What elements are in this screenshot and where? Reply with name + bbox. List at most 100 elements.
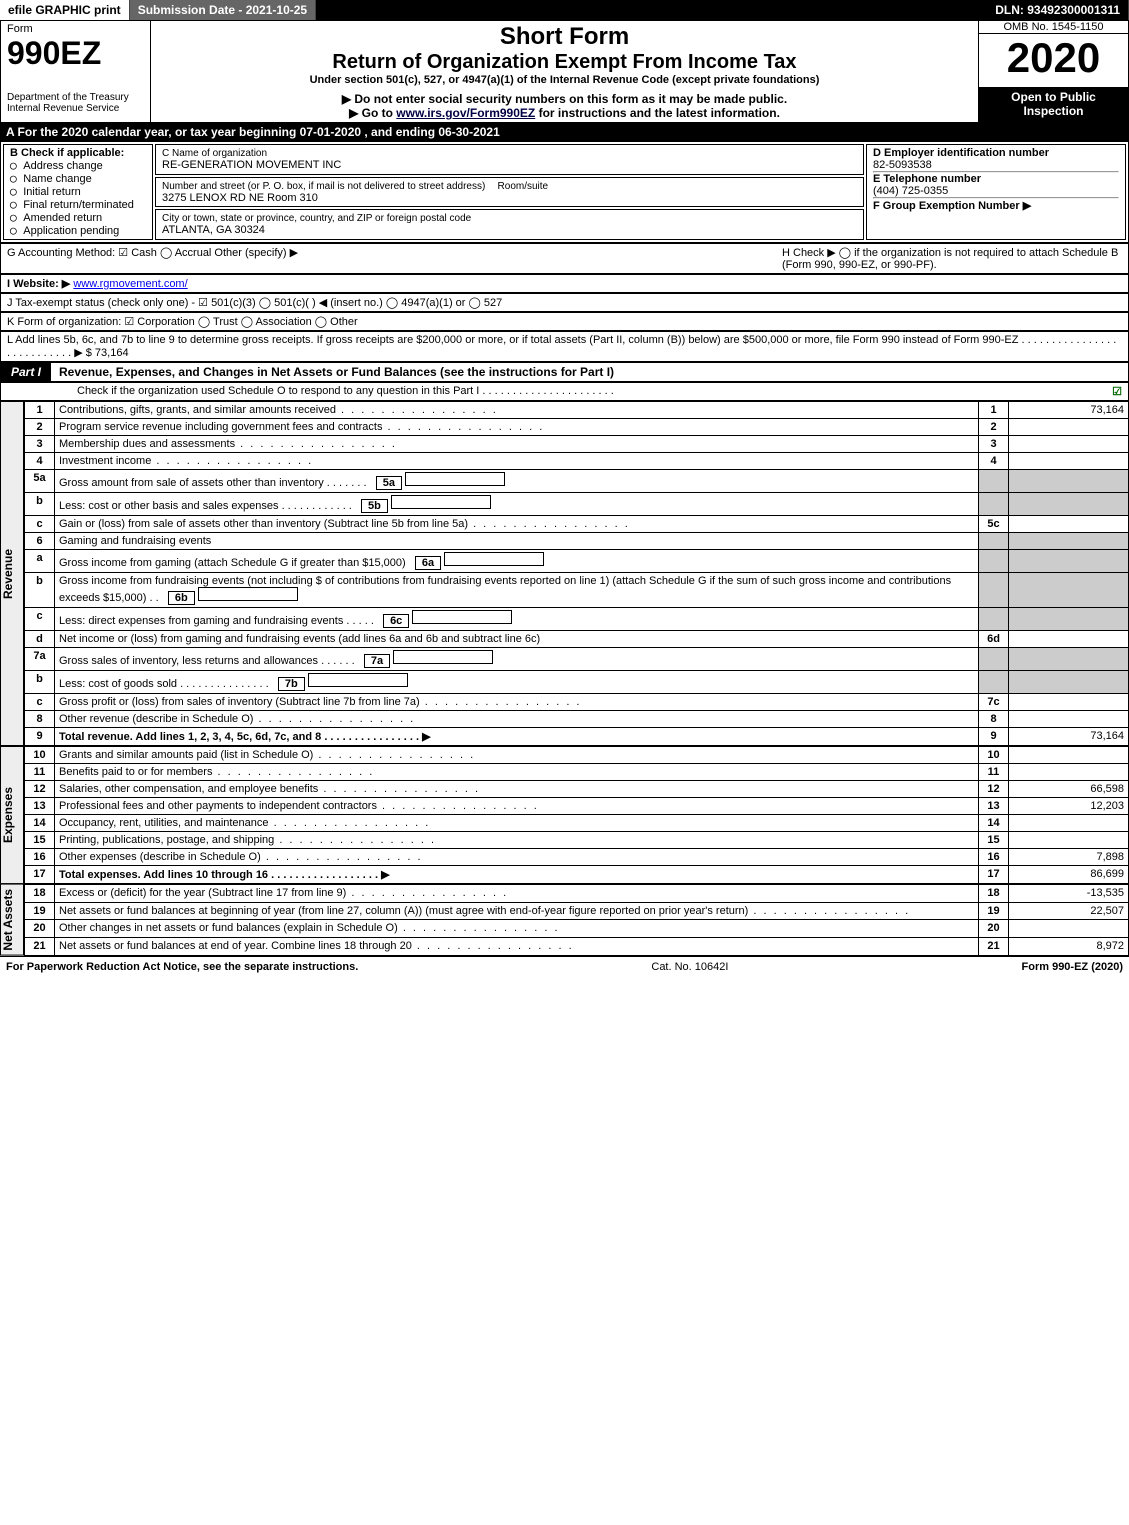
line-14-num: 14 <box>25 815 55 832</box>
page-footer: For Paperwork Reduction Act Notice, see … <box>0 956 1129 977</box>
box-f-label: F Group Exemption Number ▶ <box>873 200 1031 212</box>
line-15-val <box>1009 832 1129 849</box>
check-amended-return[interactable]: ◯ <box>10 211 23 224</box>
opt-application-pending: Application pending <box>23 225 119 237</box>
box-b-label: B Check if applicable: <box>10 147 124 159</box>
line-4-rn: 4 <box>979 453 1009 470</box>
line-6c-mn: 6c <box>383 614 409 628</box>
line-10-desc: Grants and similar amounts paid (list in… <box>55 747 979 764</box>
short-form-title: Short Form <box>157 23 972 51</box>
line-5c-desc: Gain or (loss) from sale of assets other… <box>55 516 979 533</box>
line-14-desc: Occupancy, rent, utilities, and maintena… <box>55 815 979 832</box>
line-6b-mv <box>198 587 298 601</box>
dln-label: DLN: 93492300001311 <box>987 0 1129 20</box>
line-10-val <box>1009 747 1129 764</box>
line-10-num: 10 <box>25 747 55 764</box>
line-15-num: 15 <box>25 832 55 849</box>
line-13-val: 12,203 <box>1009 798 1129 815</box>
room-label: Room/suite <box>498 181 549 192</box>
line-8-desc: Other revenue (describe in Schedule O) <box>55 711 979 728</box>
line-11-desc: Benefits paid to or for members <box>55 764 979 781</box>
line-16-num: 16 <box>25 849 55 866</box>
line-17-num: 17 <box>25 866 55 884</box>
line-2-num: 2 <box>25 419 55 436</box>
box-d-label: D Employer identification number <box>873 147 1049 159</box>
line-19-desc: Net assets or fund balances at beginning… <box>55 902 979 920</box>
irs-link[interactable]: www.irs.gov/Form990EZ <box>396 106 535 120</box>
efile-print-label[interactable]: efile GRAPHIC print <box>0 0 130 20</box>
line-11-num: 11 <box>25 764 55 781</box>
part-i-title: Revenue, Expenses, and Changes in Net As… <box>51 365 614 379</box>
line-l-gross-receipts: L Add lines 5b, 6c, and 7b to line 9 to … <box>0 331 1129 362</box>
line-16-rn: 16 <box>979 849 1009 866</box>
line-4-num: 4 <box>25 453 55 470</box>
line-5a-rv-shade <box>1009 470 1129 493</box>
line-6b-mn: 6b <box>168 591 195 605</box>
line-8-rn: 8 <box>979 711 1009 728</box>
line-1-num: 1 <box>25 402 55 419</box>
line-7c-num: c <box>25 694 55 711</box>
addr-label: Number and street (or P. O. box, if mail… <box>162 181 485 192</box>
line-7b-rv-shade <box>1009 671 1129 694</box>
line-16-desc: Other expenses (describe in Schedule O) <box>55 849 979 866</box>
line-6a-rn-shade <box>979 550 1009 573</box>
line-6a-rv-shade <box>1009 550 1129 573</box>
line-15-desc: Printing, publications, postage, and shi… <box>55 832 979 849</box>
opt-initial-return: Initial return <box>23 186 80 198</box>
expenses-section: Expenses 10Grants and similar amounts pa… <box>0 746 1129 884</box>
line-6c-num: c <box>25 608 55 631</box>
tax-year: 2020 <box>979 34 1128 82</box>
line-8-val <box>1009 711 1129 728</box>
check-address-change[interactable]: ◯ <box>10 159 23 172</box>
line-9-num: 9 <box>25 728 55 746</box>
line-1-desc: Contributions, gifts, grants, and simila… <box>55 402 979 419</box>
check-initial-return[interactable]: ◯ <box>10 185 23 198</box>
org-name: RE-GENERATION MOVEMENT INC <box>162 159 341 171</box>
opt-amended-return: Amended return <box>23 212 102 224</box>
form-header: Form 990EZ Department of the Treasury In… <box>0 20 1129 123</box>
line-21-val: 8,972 <box>1009 937 1129 955</box>
line-20-desc: Other changes in net assets or fund bala… <box>55 920 979 938</box>
line-9-rn: 9 <box>979 728 1009 746</box>
opt-name-change: Name change <box>23 173 92 185</box>
line-13-num: 13 <box>25 798 55 815</box>
line-g-accounting-method: G Accounting Method: ☑ Cash ◯ Accrual Ot… <box>7 246 782 271</box>
box-e-label: E Telephone number <box>873 173 981 185</box>
city-label: City or town, state or province, country… <box>162 213 471 224</box>
part-i-checkbox[interactable]: ☑ <box>1112 385 1122 398</box>
line-5a-mn: 5a <box>376 476 402 490</box>
check-name-change[interactable]: ◯ <box>10 172 23 185</box>
tax-year-period: A For the 2020 calendar year, or tax yea… <box>0 123 1129 141</box>
line-7c-rn: 7c <box>979 694 1009 711</box>
line-1-rn: 1 <box>979 402 1009 419</box>
line-19-val: 22,507 <box>1009 902 1129 920</box>
line-6-desc: Gaming and fundraising events <box>55 533 979 550</box>
submission-date-label: Submission Date - 2021-10-25 <box>130 0 316 20</box>
under-section-text: Under section 501(c), 527, or 4947(a)(1)… <box>157 74 972 86</box>
line-18-desc: Excess or (deficit) for the year (Subtra… <box>55 885 979 903</box>
omb-number: OMB No. 1545-1150 <box>979 21 1128 34</box>
revenue-side-label: Revenue <box>0 401 24 746</box>
dept-label: Department of the Treasury <box>7 92 144 103</box>
line-2-val <box>1009 419 1129 436</box>
check-final-return[interactable]: ◯ <box>10 198 23 211</box>
line-7a-mv <box>393 650 493 664</box>
line-16-val: 7,898 <box>1009 849 1129 866</box>
line-12-desc: Salaries, other compensation, and employ… <box>55 781 979 798</box>
line-18-num: 18 <box>25 885 55 903</box>
org-city: ATLANTA, GA 30324 <box>162 224 265 236</box>
website-link[interactable]: www.rgmovement.com/ <box>73 278 187 290</box>
top-bar: efile GRAPHIC print Submission Date - 20… <box>0 0 1129 20</box>
goto-pre: ▶ Go to <box>349 106 396 120</box>
line-6c-rv-shade <box>1009 608 1129 631</box>
line-11-val <box>1009 764 1129 781</box>
check-application-pending[interactable]: ◯ <box>10 224 23 237</box>
line-5a-num: 5a <box>25 470 55 493</box>
line-i-label: I Website: ▶ <box>7 278 70 290</box>
line-6d-val <box>1009 631 1129 648</box>
line-9-desc: Total revenue. Add lines 1, 2, 3, 4, 5c,… <box>59 731 431 743</box>
org-info-block: B Check if applicable: ◯ Address change … <box>0 141 1129 243</box>
line-9-val: 73,164 <box>1009 728 1129 746</box>
opt-address-change: Address change <box>23 160 103 172</box>
line-11-rn: 11 <box>979 764 1009 781</box>
